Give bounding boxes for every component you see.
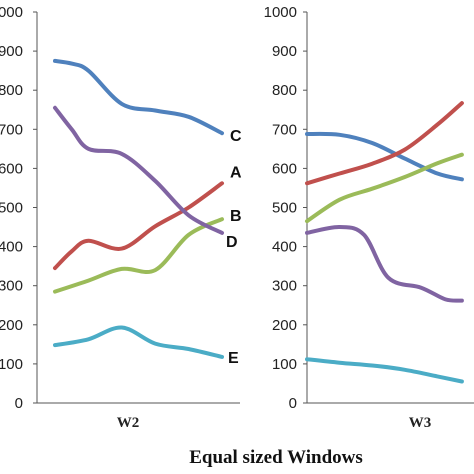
y-tick-label: 800	[272, 82, 297, 99]
series-line-e	[305, 357, 464, 384]
y-tick-label: 700	[0, 121, 23, 138]
series-line-c	[53, 58, 224, 136]
y-tick-label: 500	[0, 200, 23, 217]
series-line-b	[305, 152, 464, 224]
y-tick-label: 200	[272, 317, 297, 334]
y-tick-label: 800	[0, 82, 23, 99]
y-tick-label: 1000	[264, 4, 297, 21]
y-tick-label: 500	[272, 200, 297, 217]
y-tick-label: 200	[0, 317, 23, 334]
y-tick-label: 900	[272, 43, 297, 60]
y-tick-label: 300	[0, 278, 23, 295]
y-tick-label: 300	[272, 278, 297, 295]
series-line-b	[53, 217, 224, 294]
y-tick-label: 0	[289, 395, 297, 412]
series-label-c: C	[230, 128, 242, 145]
chart-panel-w3: 0 100 200 300 400 500 600 700 800 900 1000 W3	[264, 4, 474, 431]
series-line-e	[53, 325, 224, 359]
x-category-label: W2	[117, 415, 140, 431]
series-line-c	[305, 131, 464, 182]
series-label-d: D	[226, 234, 238, 251]
y-tick-label: 100	[272, 356, 297, 373]
chart-panel-w2: 0 100 200 300 400 500 600 700 800 900 1000 W2 C A BD E	[0, 4, 242, 431]
series-label-e: E	[228, 350, 239, 367]
series-line-a	[53, 181, 224, 271]
y-tick-label: 400	[272, 239, 297, 256]
x-axis-title: Equal sized Windows	[189, 447, 363, 468]
y-tick-label: 900	[0, 43, 23, 60]
y-tick-label: 600	[272, 160, 297, 177]
y-tick-label: 100	[0, 356, 23, 373]
x-category-label: W3	[409, 415, 432, 431]
y-tick-label: 600	[0, 160, 23, 177]
series-label-a: A	[230, 164, 242, 181]
series-line-d	[53, 105, 224, 235]
series-line-d	[305, 225, 464, 303]
y-tick-label: 400	[0, 239, 23, 256]
y-tick-label: 700	[272, 121, 297, 138]
series-line-a	[305, 101, 464, 186]
y-tick-label: 0	[15, 395, 23, 412]
y-tick-label: 1000	[0, 4, 23, 21]
series-label-b: B	[230, 208, 242, 225]
